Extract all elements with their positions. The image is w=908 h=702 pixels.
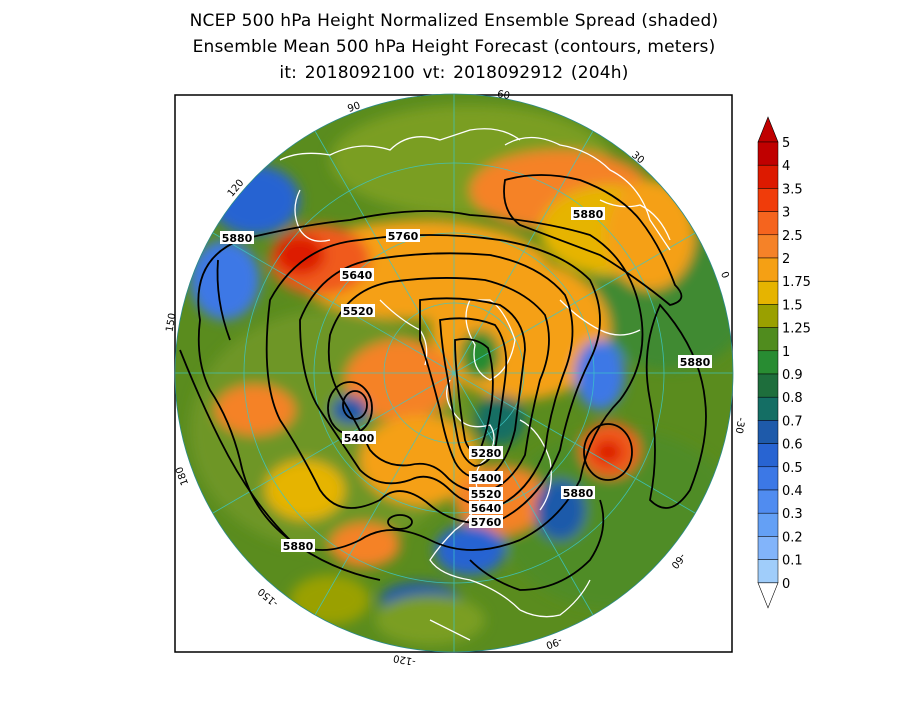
colorbar-tick-label: 1.25	[782, 322, 811, 337]
colorbar-tick-label: 0.1	[782, 554, 803, 569]
contour-label: 5280	[469, 446, 503, 460]
contour-label: 5880	[678, 355, 712, 369]
map-disc-edge	[174, 93, 734, 653]
lon-label: 0	[718, 270, 731, 280]
contour-label-group: 5880 5760 5640 5520 5400 5280 5400 5520 …	[220, 207, 712, 553]
colorbar-tick-label: 5	[782, 136, 790, 151]
contour-label: 5400	[342, 431, 376, 445]
svg-text:5880: 5880	[680, 356, 711, 369]
colorbar-tick-label: 0	[782, 577, 790, 592]
contour-label: 5760	[469, 515, 503, 529]
colorbar-swatch	[757, 396, 779, 421]
contour-label: 5880	[281, 539, 315, 553]
svg-text:5520: 5520	[471, 488, 502, 501]
contour-label: 5400	[469, 471, 503, 485]
contour-label: 5880	[571, 207, 605, 221]
colorbar-swatch	[757, 443, 779, 468]
colorbar-swatch	[757, 188, 779, 212]
chart-title-line-1: NCEP 500 hPa Height Normalized Ensemble …	[189, 11, 719, 31]
colorbar-swatch	[757, 304, 779, 328]
colorbar-swatch	[757, 280, 779, 305]
colorbar-underflow-triangle	[757, 582, 779, 609]
colorbar-swatch	[757, 489, 779, 514]
svg-text:5880: 5880	[283, 540, 314, 553]
colorbar-tick-label: 0.6	[782, 438, 803, 453]
colorbar-tick-label: 0.5	[782, 461, 803, 476]
svg-text:5880: 5880	[563, 487, 594, 500]
colorbar-tick-label: 4	[782, 159, 790, 174]
contour-label: 5520	[341, 304, 375, 318]
lon-label: -30	[733, 416, 747, 434]
colorbar-tick-label: 2	[782, 252, 790, 267]
contour-label: 5520	[469, 487, 503, 501]
colorbar-tick-label: 3.5	[782, 182, 803, 197]
lon-label: 150	[164, 312, 178, 333]
colorbar-tick-label: 1.5	[782, 298, 803, 313]
colorbar-tick-label: 0.3	[782, 507, 803, 522]
svg-text:5640: 5640	[342, 269, 373, 282]
colorbar-tick-label: 0.2	[782, 530, 803, 545]
height-contours	[179, 174, 707, 591]
colorbar-tick-label: 0.7	[782, 414, 803, 429]
contour-label: 5880	[220, 231, 254, 245]
colorbar-overflow-triangle	[757, 116, 779, 143]
colorbar-tick-label: 0.9	[782, 368, 803, 383]
colorbar-swatch	[757, 211, 779, 236]
colorbar-swatch	[757, 257, 779, 282]
lon-label: 90	[346, 100, 362, 115]
colorbar-labels: 5 4 3.5 3 2.5 2 1.75 1.5 1.25 1 0.9 0.8 0.7 0.6 0.5 0.4…	[782, 136, 811, 592]
svg-text:5400: 5400	[471, 472, 502, 485]
svg-text:5280: 5280	[471, 447, 502, 460]
svg-text:5400: 5400	[344, 432, 375, 445]
colorbar-swatch	[757, 559, 779, 584]
colorbar-swatch	[757, 141, 779, 166]
colorbar-swatch	[757, 420, 779, 444]
colorbar-swatch	[757, 350, 779, 375]
colorbar-swatch	[757, 164, 779, 189]
colorbar-tick-label: 2.5	[782, 229, 803, 244]
colorbar-tick-label: 1	[782, 345, 790, 360]
contour-label: 5760	[386, 229, 420, 243]
colorbar-swatch	[757, 536, 779, 560]
contour-label: 5640	[469, 501, 503, 515]
colorbar-tick-label: 0.4	[782, 484, 803, 499]
svg-text:5880: 5880	[573, 208, 604, 221]
colorbar-swatch	[757, 327, 779, 352]
svg-text:5520: 5520	[343, 305, 374, 318]
svg-text:5880: 5880	[222, 232, 253, 245]
chart-title-line-2: Ensemble Mean 500 hPa Height Forecast (c…	[192, 37, 716, 57]
lon-label: -120	[392, 652, 416, 667]
svg-text:5760: 5760	[388, 230, 419, 243]
colorbar-swatch	[757, 466, 779, 491]
colorbar-swatch	[757, 373, 779, 398]
colorbar-tick-label: 0.8	[782, 391, 803, 406]
colorbar-boxes	[757, 116, 779, 609]
contour-label: 5880	[561, 486, 595, 500]
svg-text:5640: 5640	[471, 502, 502, 515]
lon-label: 60	[496, 89, 510, 102]
colorbar-swatch	[757, 234, 779, 259]
colorbar-tick-label: 1.75	[782, 275, 811, 290]
colorbar-swatch	[757, 512, 779, 537]
chart-title-line-3: it: 2018092100 vt: 2018092912 (204h)	[279, 63, 629, 83]
lon-label: -90	[544, 634, 563, 650]
svg-text:5760: 5760	[471, 516, 502, 529]
contour-label: 5640	[340, 268, 374, 282]
colorbar-tick-label: 3	[782, 206, 790, 221]
